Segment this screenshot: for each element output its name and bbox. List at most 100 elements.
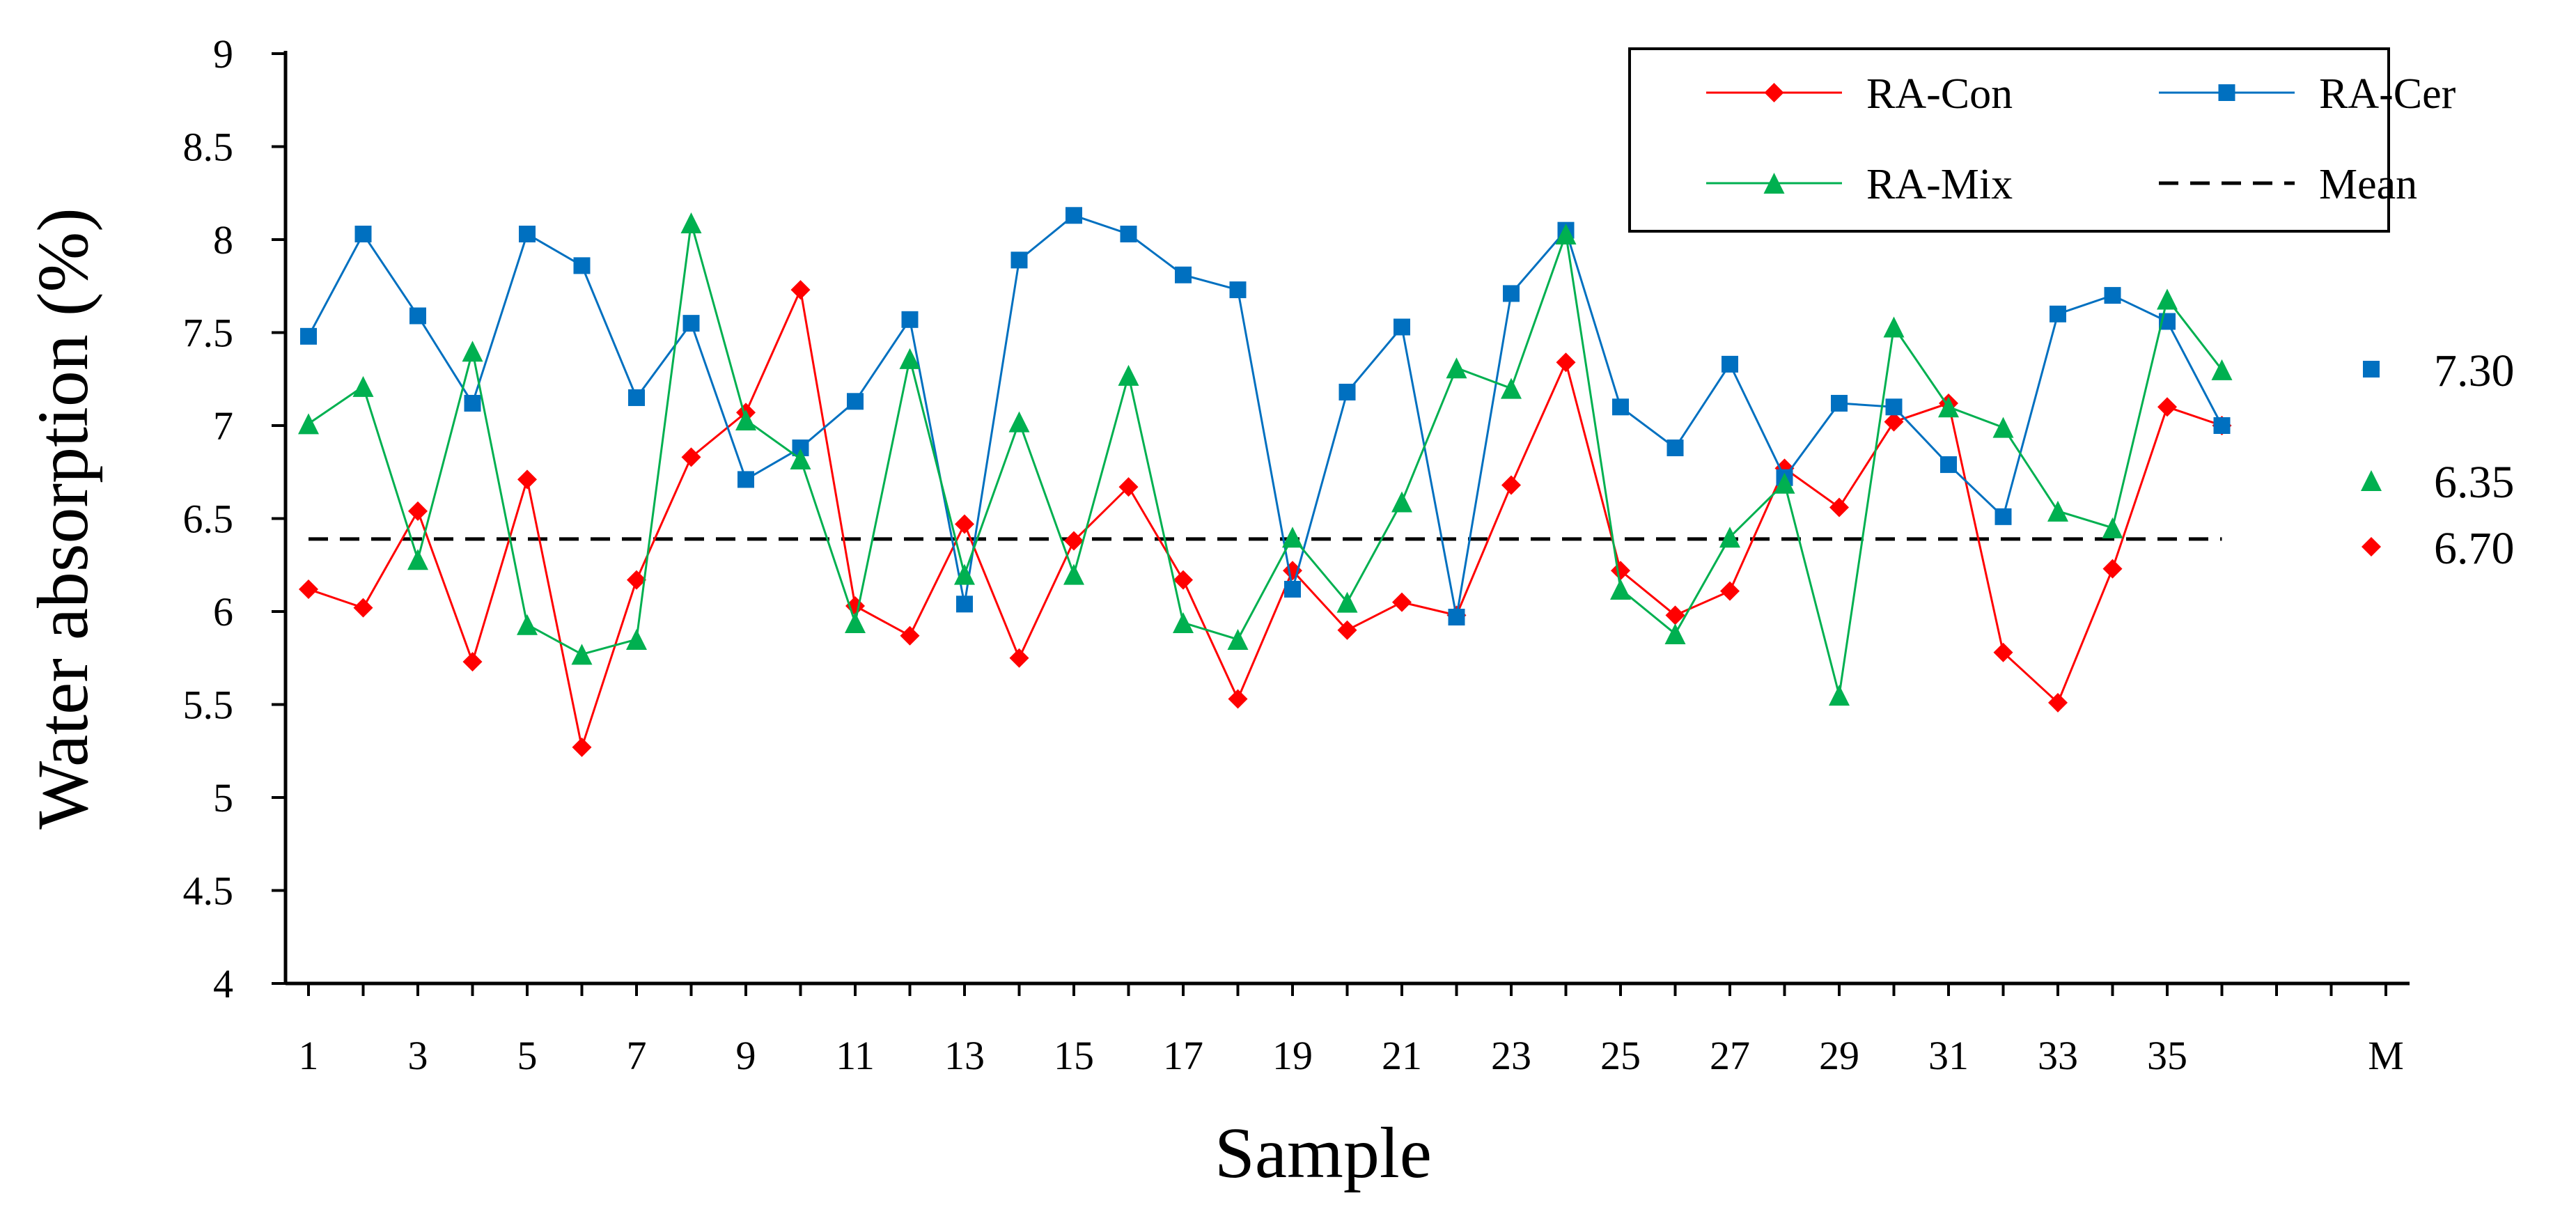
- y-tick-label: 6: [213, 589, 233, 635]
- y-tick-label: 5.5: [183, 683, 234, 728]
- data-point-ra-mix: [1118, 364, 1139, 386]
- data-point-ra-con: [408, 501, 428, 521]
- legend-label-mean: Mean: [2319, 161, 2417, 208]
- series-line-ra-mix: [308, 222, 2223, 696]
- mean-value-label: 6.35: [2434, 457, 2515, 508]
- series-line-ra-con: [308, 286, 2222, 752]
- data-point-ra-con: [1611, 561, 1630, 581]
- data-point-ra-mix: [1063, 563, 1084, 585]
- data-point-ra-mix: [1008, 411, 1030, 433]
- y-tick-label: 8: [213, 217, 233, 263]
- data-point-ra-mix: [1610, 578, 1631, 600]
- mean-values-panel: 7.30 6.35 6.70: [2361, 345, 2515, 574]
- data-point-ra-mix: [1938, 396, 1959, 418]
- data-point-ra-cer: [1995, 508, 2012, 525]
- data-point-ra-mix: [1664, 623, 1686, 645]
- x-tick-label: 17: [1163, 1033, 1203, 1078]
- mean-value-label: 7.30: [2434, 345, 2515, 396]
- data-point-ra-cer: [1885, 398, 1903, 416]
- data-point-ra-mix: [2102, 517, 2123, 538]
- data-point-ra-con: [1337, 620, 1357, 640]
- legend-marker-ra-cer: [2218, 84, 2235, 101]
- y-tick-label: 4: [213, 961, 233, 1006]
- data-point-ra-con: [1501, 475, 1521, 495]
- x-tick-label: 3: [408, 1033, 428, 1078]
- series-group: [298, 207, 2233, 757]
- mean-value-marker: [2362, 537, 2381, 557]
- data-point-ra-mix: [1227, 629, 1249, 651]
- y-tick-label: 5: [213, 775, 233, 820]
- data-point-ra-cer: [1338, 383, 1356, 400]
- data-point-ra-cer: [1831, 394, 1848, 412]
- data-point-ra-mix: [462, 341, 483, 362]
- data-point-ra-mix: [2047, 500, 2068, 522]
- mean-value-label: 6.70: [2434, 523, 2515, 574]
- data-point-ra-mix: [1829, 685, 1850, 706]
- data-point-ra-mix: [517, 614, 538, 635]
- x-tick-label: 27: [1710, 1033, 1750, 1078]
- data-point-ra-cer: [1284, 580, 1301, 598]
- data-point-ra-con: [1392, 592, 1412, 612]
- data-point-ra-cer: [1503, 285, 1520, 302]
- data-point-ra-cer: [1722, 355, 1738, 373]
- data-point-ra-cer: [1448, 609, 1465, 626]
- x-tick-label: 21: [1382, 1033, 1422, 1078]
- data-point-ra-cer: [737, 471, 754, 488]
- legend: RA-Con RA-Cer RA-Mix Mean: [1628, 47, 2456, 233]
- data-point-ra-mix: [1501, 378, 1522, 399]
- x-tick-label: 1: [299, 1033, 319, 1078]
- data-point-ra-cer: [300, 327, 317, 345]
- data-point-ra-mix: [571, 644, 593, 665]
- y-tick-label: 7: [213, 403, 233, 449]
- data-point-ra-con: [955, 514, 974, 534]
- data-point-ra-con: [1884, 412, 1904, 432]
- data-point-ra-mix: [680, 212, 702, 233]
- data-point-ra-mix: [845, 612, 866, 634]
- x-tick-label: 33: [2038, 1033, 2078, 1078]
- data-point-ra-cer: [901, 311, 919, 328]
- data-point-ra-cer: [1394, 318, 1410, 336]
- data-point-ra-con: [790, 280, 811, 300]
- series-ra-con: [299, 280, 2232, 757]
- legend-box: [1628, 47, 2390, 233]
- data-point-ra-cer: [464, 394, 481, 412]
- y-axis-title: Water absorption (%): [23, 208, 103, 830]
- x-tick-label: 5: [517, 1033, 538, 1078]
- data-point-ra-con: [2102, 559, 2123, 579]
- data-point-ra-mix: [1173, 612, 1194, 634]
- data-point-ra-con: [517, 469, 537, 490]
- data-point-ra-cer: [1612, 398, 1629, 416]
- legend-marker-ra-mix: [1763, 173, 1785, 194]
- data-point-ra-con: [1064, 531, 1084, 551]
- y-tick-label: 6.5: [183, 497, 234, 542]
- x-tick-label: 29: [1819, 1033, 1859, 1078]
- data-point-ra-mix: [735, 409, 756, 430]
- data-point-ra-con: [2157, 397, 2177, 417]
- series-line-ra-cer: [307, 214, 2223, 618]
- y-tick-label: 4.5: [183, 869, 234, 914]
- legend-marker-ra-con: [1764, 83, 1784, 102]
- data-point-ra-cer: [1010, 251, 1028, 269]
- legend-label-ra-mix: RA-Mix: [1866, 161, 2013, 208]
- data-point-ra-cer: [519, 225, 536, 242]
- legend-label-ra-con: RA-Con: [1866, 70, 2013, 118]
- data-point-ra-cer: [1940, 456, 1957, 474]
- y-tick-label: 9: [213, 31, 233, 77]
- data-point-ra-mix: [1883, 316, 1905, 338]
- data-point-ra-cer: [1120, 225, 1137, 242]
- data-point-ra-con: [462, 652, 483, 672]
- series-ra-mix: [298, 212, 2233, 706]
- data-point-ra-con: [1228, 689, 1248, 709]
- x-tick-label: 19: [1272, 1033, 1313, 1078]
- data-point-ra-con: [2048, 692, 2068, 713]
- data-point-ra-con: [572, 737, 592, 757]
- data-point-ra-con: [1993, 642, 2013, 662]
- y-tick-label: 8.5: [183, 125, 234, 170]
- data-point-ra-mix: [954, 563, 975, 585]
- data-point-ra-mix: [1391, 491, 1412, 513]
- data-point-ra-cer: [1229, 281, 1247, 299]
- data-point-ra-mix: [2157, 288, 2178, 310]
- x-tick-label: M: [2368, 1033, 2404, 1078]
